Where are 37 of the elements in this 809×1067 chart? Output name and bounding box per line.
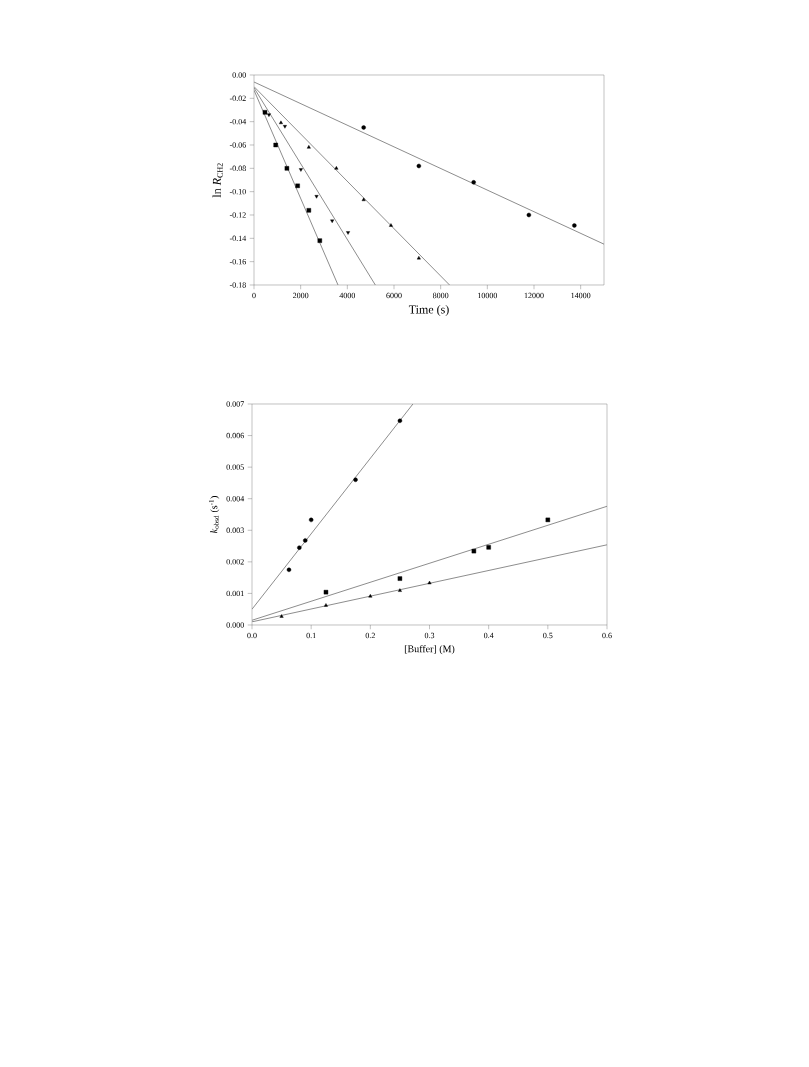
x-axis-title: [Buffer] (M) [404, 645, 455, 655]
x-tick-label: 0.4 [483, 632, 494, 639]
x-tick-label: 0 [252, 292, 256, 299]
y-tick-label: -0.08 [229, 165, 246, 172]
x-tick-label: 8000 [432, 292, 449, 299]
y-tick-label: -0.04 [229, 118, 247, 125]
y-tick-label: -0.14 [229, 235, 247, 242]
x-axis-title: Time (s) [408, 305, 449, 316]
y-tick-label: 0.005 [226, 464, 244, 470]
y-axis-title: k$_{obsd}$ (s$^{-1}$) [208, 496, 220, 534]
y-tick-label: 0.006 [226, 432, 244, 439]
x-tick-label: 0.2 [365, 632, 375, 639]
y-tick-label: -0.06 [229, 142, 246, 148]
x-tick-label: 2000 [293, 292, 309, 299]
x-tick-label: 0.6 [602, 632, 612, 639]
x-tick-label: 10000 [478, 292, 498, 299]
y-tick-label: -0.02 [229, 95, 246, 102]
x-tick-label: 0.1 [306, 632, 316, 639]
y-tick-label: 0.001 [226, 590, 244, 597]
y-tick-label: 0.000 [226, 622, 244, 628]
x-tick-label: 0.0 [247, 632, 257, 639]
x-tick-label: 0.5 [543, 632, 553, 639]
y-tick-label: 0.004 [226, 496, 245, 502]
x-tick-label: 6000 [386, 292, 402, 299]
y-tick-label: 0.003 [226, 527, 244, 533]
y-tick-label: -0.16 [229, 258, 246, 265]
y-tick-label: -0.18 [229, 282, 246, 288]
y-tick-label: -0.10 [229, 188, 246, 195]
y-tick-label: -0.12 [229, 212, 246, 218]
y-axis-title: ln R$_{CH2}$ [212, 163, 223, 198]
y-tick-label: 0.00 [232, 72, 246, 78]
y-tick-label: 0.007 [226, 401, 244, 407]
x-tick-label: 12000 [524, 292, 544, 299]
x-tick-label: 0.3 [424, 632, 435, 639]
x-tick-label: 4000 [339, 292, 356, 299]
x-tick-label: 14000 [571, 292, 591, 299]
y-tick-label: 0.002 [226, 559, 244, 565]
